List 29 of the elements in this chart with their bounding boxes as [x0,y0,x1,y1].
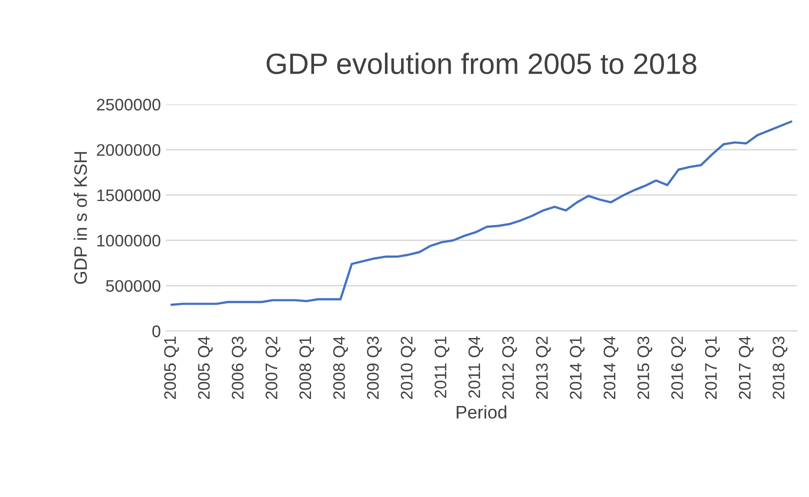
y-tick-label: 0 [152,325,160,338]
x-tick-label: 2011 Q1 [434,336,450,398]
line-series [170,120,792,306]
x-tick-label: 2007 Q2 [266,336,280,399]
x-tick-label: 2011 Q4 [468,336,484,398]
chart-title: GDP evolution from 2005 to 2018 [266,52,696,74]
y-tick-label: 2000000 [96,144,160,156]
x-tick-label: 2013 Q2 [536,336,551,399]
y-tick-label: 1500000 [97,189,160,202]
x-tick-label: 2017 Q4 [738,336,754,399]
x-axis-title: Period [456,405,506,419]
x-tick-label: 2017 Q1 [705,336,720,399]
x-tick-label: 2014 Q4 [604,336,618,399]
x-tick-label: 2009 Q3 [366,336,382,399]
x-tick-label: 2016 Q2 [671,336,686,399]
x-tick-label: 2008 Q1 [299,336,314,399]
x-tick-label: 2006 Q3 [232,336,247,399]
x-tick-label: 2015 Q3 [637,336,652,399]
y-tick-label: 1000000 [97,234,160,247]
x-tick-label: 2012 Q3 [502,336,517,399]
x-tick-label: 2014 Q1 [570,336,585,399]
x-tick-label: 2010 Q2 [400,336,416,399]
y-tick-label: 2500000 [96,98,160,111]
y-tick-label: 500000 [106,280,160,292]
x-tick-label: 2005 Q1 [164,336,179,399]
x-tick-label: 2005 Q4 [198,336,213,399]
y-axis-title: GDP in s of KSH [74,152,87,284]
x-tick-label: 2008 Q4 [333,336,348,399]
x-tick-label: 2018 Q3 [772,336,788,399]
